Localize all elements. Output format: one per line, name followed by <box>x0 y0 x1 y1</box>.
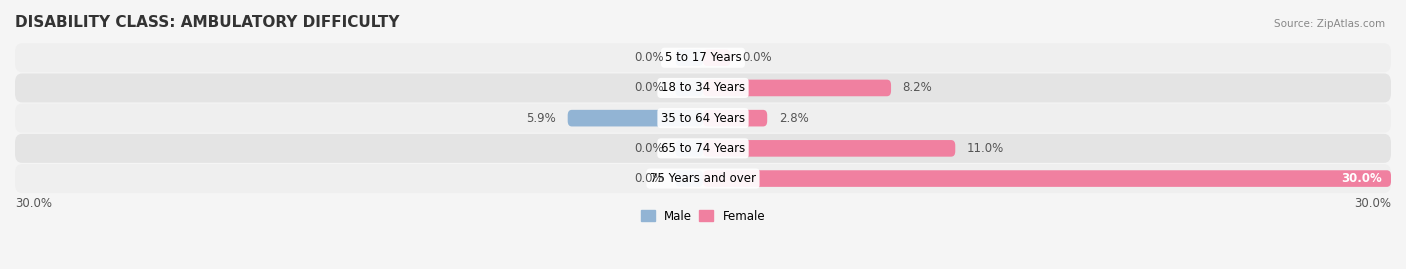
FancyBboxPatch shape <box>15 164 1391 193</box>
Text: 30.0%: 30.0% <box>1354 197 1391 210</box>
Text: 5 to 17 Years: 5 to 17 Years <box>665 51 741 64</box>
Text: DISABILITY CLASS: AMBULATORY DIFFICULTY: DISABILITY CLASS: AMBULATORY DIFFICULTY <box>15 15 399 30</box>
FancyBboxPatch shape <box>675 170 703 187</box>
Text: 35 to 64 Years: 35 to 64 Years <box>661 112 745 125</box>
Text: 0.0%: 0.0% <box>634 82 664 94</box>
FancyBboxPatch shape <box>15 73 1391 102</box>
FancyBboxPatch shape <box>703 170 1391 187</box>
FancyBboxPatch shape <box>675 49 703 66</box>
FancyBboxPatch shape <box>15 104 1391 133</box>
FancyBboxPatch shape <box>15 43 1391 72</box>
Text: 0.0%: 0.0% <box>634 172 664 185</box>
Text: Source: ZipAtlas.com: Source: ZipAtlas.com <box>1274 19 1385 29</box>
FancyBboxPatch shape <box>675 140 703 157</box>
Legend: Male, Female: Male, Female <box>636 205 770 228</box>
FancyBboxPatch shape <box>703 80 891 96</box>
FancyBboxPatch shape <box>675 80 703 96</box>
Text: 0.0%: 0.0% <box>634 51 664 64</box>
FancyBboxPatch shape <box>15 134 1391 163</box>
Text: 8.2%: 8.2% <box>903 82 932 94</box>
Text: 65 to 74 Years: 65 to 74 Years <box>661 142 745 155</box>
FancyBboxPatch shape <box>703 140 955 157</box>
Text: 5.9%: 5.9% <box>526 112 557 125</box>
Text: 18 to 34 Years: 18 to 34 Years <box>661 82 745 94</box>
Text: 0.0%: 0.0% <box>634 142 664 155</box>
Text: 2.8%: 2.8% <box>779 112 808 125</box>
Text: 30.0%: 30.0% <box>1341 172 1382 185</box>
FancyBboxPatch shape <box>568 110 703 126</box>
Text: 11.0%: 11.0% <box>967 142 1004 155</box>
Text: 30.0%: 30.0% <box>15 197 52 210</box>
FancyBboxPatch shape <box>703 49 731 66</box>
Text: 0.0%: 0.0% <box>742 51 772 64</box>
FancyBboxPatch shape <box>703 110 768 126</box>
Text: 75 Years and over: 75 Years and over <box>650 172 756 185</box>
